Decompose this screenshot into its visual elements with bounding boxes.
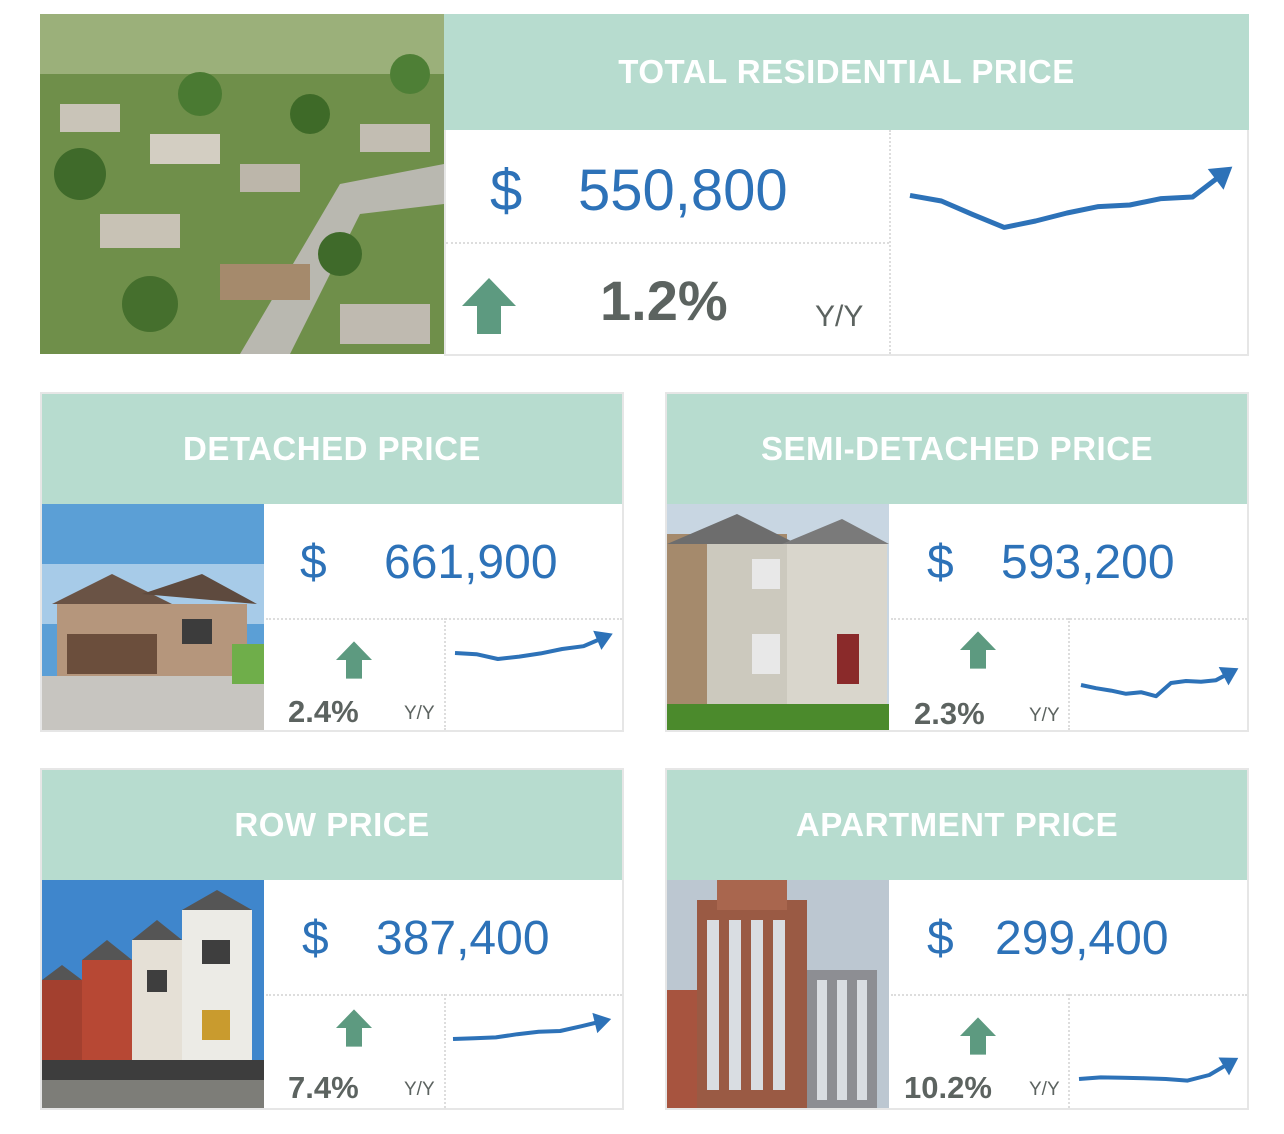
currency-symbol: $	[927, 535, 954, 589]
apartment-change-percent: 10.2%	[904, 1070, 992, 1105]
divider	[1068, 994, 1070, 1108]
total-price-title: TOTAL RESIDENTIAL PRICE	[444, 14, 1249, 130]
row-price-title: ROW PRICE	[42, 770, 622, 880]
period-label: Y/Y	[404, 1079, 435, 1100]
detached-price-title: DETACHED PRICE	[42, 394, 622, 504]
semi-detached-price-title: SEMI-DETACHED PRICE	[667, 394, 1247, 504]
apartment-building-photo	[667, 880, 889, 1108]
apartment-trend-sparkline	[1078, 1057, 1239, 1083]
divider	[444, 994, 446, 1108]
up-arrow-icon	[462, 278, 516, 334]
period-label: Y/Y	[1029, 705, 1060, 726]
semi-detached-price-value: $ 593,200	[927, 530, 1237, 594]
row-change-percent: 7.4%	[288, 1070, 359, 1105]
up-arrow-icon	[336, 1009, 372, 1047]
trend-arrowhead-icon	[1218, 1057, 1239, 1076]
price-amount: 550,800	[578, 157, 788, 223]
trend-line	[452, 1019, 604, 1041]
total-price-value: $ 550,800	[490, 150, 880, 230]
period-label: Y/Y	[404, 703, 435, 724]
trend-arrowhead-icon	[1207, 166, 1233, 190]
currency-symbol: $	[300, 535, 327, 589]
detached-trend-sparkline	[454, 630, 613, 661]
apartment-price-value: $ 299,400	[927, 906, 1237, 970]
total-trend-sparkline	[909, 166, 1233, 230]
up-arrow-icon	[336, 641, 372, 679]
trend-line	[909, 171, 1226, 230]
semi-detached-change-percent: 2.3%	[914, 696, 985, 731]
trend-arrowhead-icon	[592, 1012, 612, 1034]
semi-detached-trend-sparkline	[1080, 666, 1239, 699]
divider	[1068, 618, 1070, 730]
divider	[444, 618, 446, 730]
price-amount: 593,200	[1001, 535, 1175, 589]
row-price-value: $ 387,400	[302, 906, 612, 970]
up-arrow-icon	[960, 1017, 996, 1055]
apartment-price-title: APARTMENT PRICE	[667, 770, 1247, 880]
detached-price-value: $ 661,900	[300, 530, 610, 594]
trend-line	[1078, 1060, 1233, 1083]
divider	[889, 130, 891, 354]
period-label: Y/Y	[815, 300, 864, 333]
currency-symbol: $	[927, 911, 954, 965]
trend-arrowhead-icon	[1218, 666, 1239, 686]
price-amount: 661,900	[384, 535, 558, 589]
currency-symbol: $	[302, 911, 329, 965]
period-label: Y/Y	[1029, 1079, 1060, 1100]
trend-line	[454, 635, 606, 661]
detached-change-percent: 2.4%	[288, 694, 359, 729]
row-house-photo	[42, 880, 264, 1108]
trend-line	[1080, 670, 1232, 699]
price-amount: 299,400	[995, 911, 1169, 965]
price-amount: 387,400	[376, 911, 550, 965]
divider	[446, 242, 889, 244]
trend-arrowhead-icon	[593, 630, 613, 650]
semi-detached-house-photo	[667, 504, 889, 730]
currency-symbol: $	[490, 157, 523, 223]
total-change-percent: 1.2%	[600, 269, 728, 332]
row-trend-sparkline	[452, 1012, 612, 1041]
neighbourhood-aerial-photo	[40, 14, 444, 354]
detached-house-photo	[42, 504, 264, 730]
up-arrow-icon	[960, 631, 996, 669]
